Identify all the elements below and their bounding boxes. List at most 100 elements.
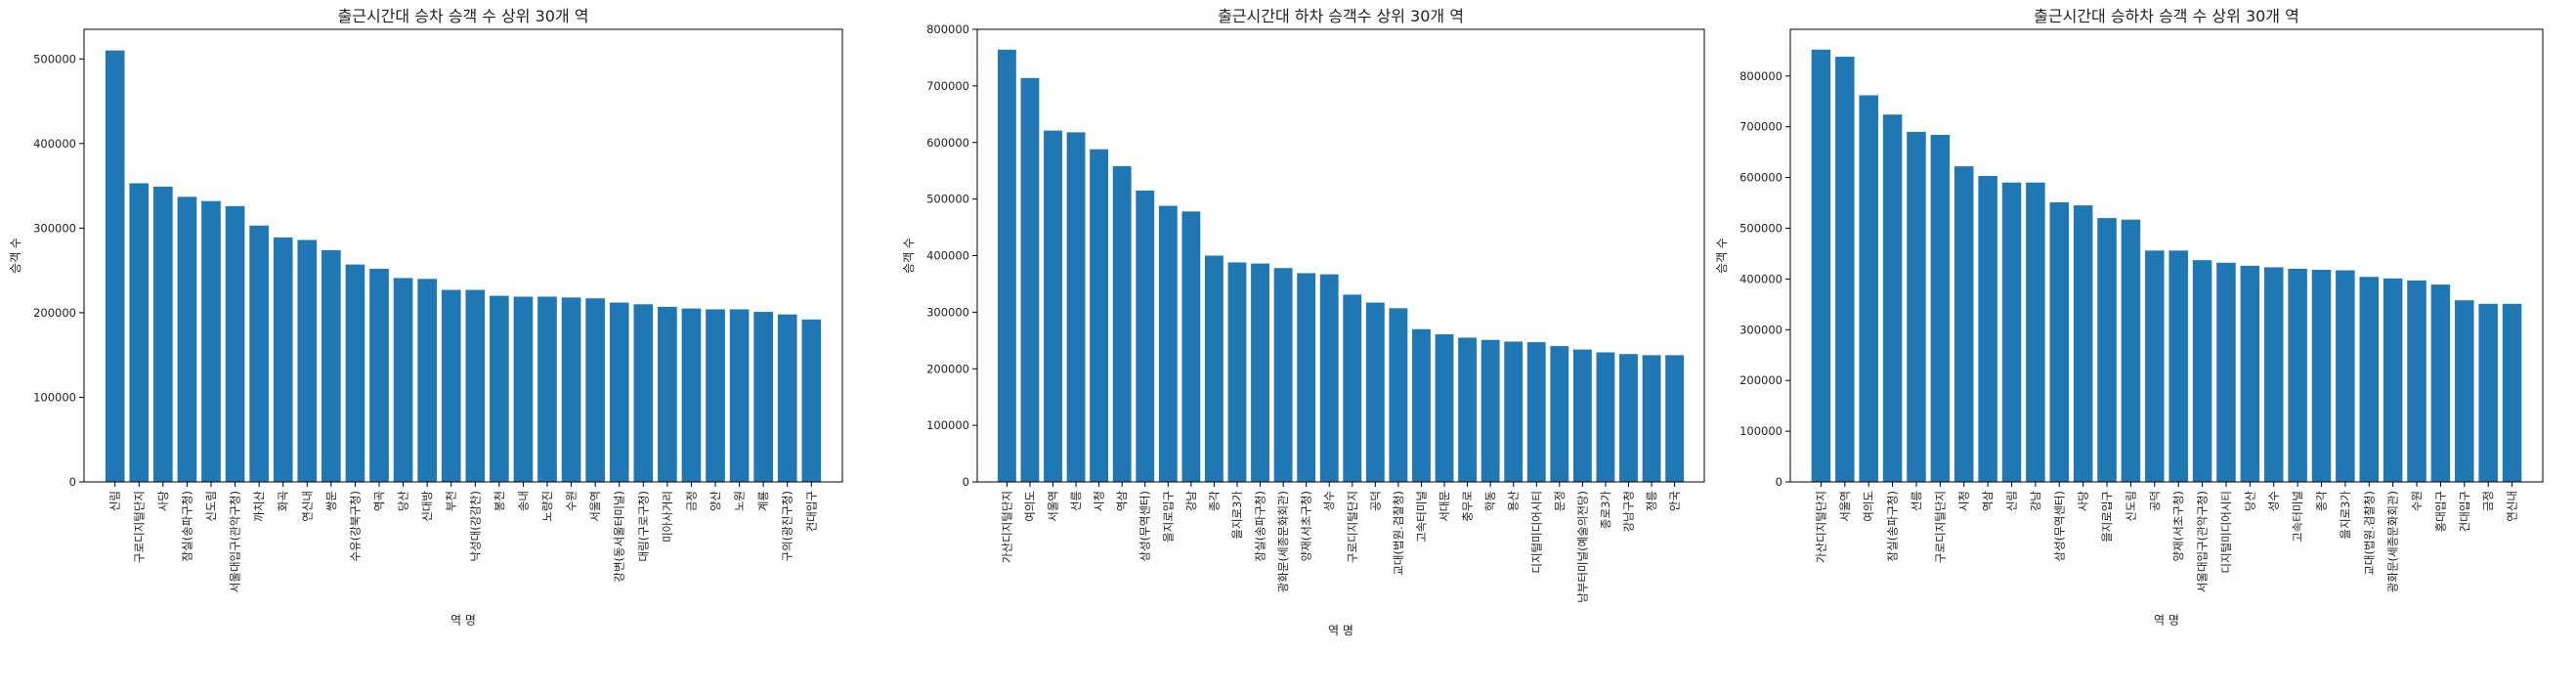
x-tick-label: 정릉 [1645, 491, 1658, 511]
bar [1251, 263, 1269, 482]
bar [1020, 77, 1040, 483]
y-tick-label: 100000 [1739, 424, 1782, 438]
axes-frame [976, 28, 1705, 483]
x-tick-label: 고속터미널 [2291, 491, 2304, 543]
x-tick-label: 신림 [108, 491, 122, 511]
bar [1112, 166, 1132, 482]
x-tick-label: 남부터미널(예술의전당) [1575, 491, 1589, 603]
y-axis-label: 승객 수 [1715, 238, 1729, 274]
bar [1227, 262, 1247, 482]
y-tick-label: 500000 [926, 193, 969, 206]
bar [729, 309, 750, 482]
x-tick-label: 교대(법원.검찰청) [2362, 491, 2376, 576]
bar [753, 312, 773, 482]
x-tick-label: 역삼 [1981, 491, 1995, 512]
x-tick-label: 신대방 [420, 491, 434, 522]
x-tick-label: 당산 [2243, 491, 2256, 512]
y-tick-label: 700000 [1739, 120, 1782, 134]
bar [153, 186, 173, 482]
bar [2049, 201, 2070, 482]
bar [1572, 349, 1592, 482]
x-tick-label: 삼성(무역센터) [1138, 491, 1152, 561]
x-tick-label: 강남 [2029, 491, 2042, 512]
x-axis-label: 역 명 [1328, 624, 1353, 637]
bar [2073, 205, 2093, 483]
bar [2263, 267, 2284, 482]
y-tick-label: 0 [69, 475, 76, 489]
x-tick-label: 미아사거리 [661, 491, 674, 543]
x-tick-label: 수원 [565, 491, 579, 511]
bar [441, 289, 461, 482]
y-tick-label: 600000 [1739, 171, 1782, 185]
bar [2407, 280, 2426, 482]
bar [2192, 260, 2212, 482]
bar [490, 295, 509, 482]
bar [1066, 132, 1086, 482]
bar [2455, 300, 2474, 482]
bar [2216, 262, 2236, 482]
bar [681, 308, 702, 482]
x-tick-label: 광화문(세종문화회관) [2386, 491, 2400, 592]
x-tick-label: 송내 [516, 491, 530, 511]
chart-1: 0 100000 200000 300000 400000 500000 신림 구로디지털단지… [9, 7, 843, 628]
bar [105, 50, 125, 483]
x-tick-label: 수유(강북구청) [348, 491, 362, 561]
x-tick-label: 건대입구 [804, 491, 818, 532]
y-tick-label: 500000 [1739, 221, 1782, 235]
x-tick-label: 용산 [1507, 491, 1521, 512]
bar [1158, 205, 1178, 482]
bar [1596, 352, 1615, 482]
x-tick-label: 강남구청 [1622, 491, 1636, 532]
bar [1389, 308, 1408, 482]
y-tick-label: 200000 [33, 306, 76, 320]
bar [129, 183, 150, 483]
bar [1412, 328, 1431, 482]
x-tick-label: 강변(동서울터미널) [613, 491, 626, 583]
bar [1204, 255, 1224, 482]
x-tick-label: 당산 [397, 491, 410, 512]
x-tick-label: 수원 [2410, 491, 2424, 511]
y-tick-label: 700000 [926, 79, 969, 93]
x-tick-label: 건대입구 [2458, 491, 2471, 532]
x-tick-label: 잠실(송파구청) [180, 491, 193, 561]
bar [393, 278, 413, 482]
bar [1044, 130, 1062, 482]
y-tick-label: 800000 [1739, 69, 1782, 83]
x-tick-label: 종각 [2314, 491, 2328, 512]
bar [1526, 342, 1546, 482]
x-tick-label: 여의도 [1023, 491, 1037, 522]
x-tick-label: 연신내 [300, 491, 314, 522]
bar [225, 205, 245, 482]
bar [561, 297, 581, 482]
bar [1365, 302, 1385, 482]
x-tick-label: 신림 [2005, 491, 2019, 511]
bar [609, 302, 629, 482]
bar [1882, 114, 1903, 483]
x-tick-label: 서울역 [588, 491, 602, 522]
x-tick-label: 종각 [1207, 491, 1221, 512]
x-tick-label: 계룡 [756, 491, 770, 511]
x-tick-label: 금정 [684, 491, 698, 511]
bar [1504, 341, 1524, 482]
x-tick-label: 서울대입구(관악구청) [2196, 491, 2210, 592]
x-tick-label: 안국 [1668, 491, 1682, 511]
bar [2359, 277, 2380, 482]
x-tick-label: 낙성대(강감찬) [468, 491, 482, 561]
x-tick-label: 노원 [733, 491, 747, 511]
bar [1181, 211, 1201, 483]
chart-title: 출근시간대 승차 승객 수 상위 30개 역 [338, 7, 589, 25]
bar [801, 319, 822, 482]
y-tick-label: 800000 [926, 22, 969, 36]
chart-2: 0 100000 200000 300000 400000 500000 600000 700… [902, 7, 1705, 637]
bar [513, 296, 534, 482]
x-tick-label: 가산디지털단지 [1000, 491, 1013, 563]
x-tick-label: 디지털미디어시티 [2219, 491, 2233, 574]
x-tick-label: 사당 [156, 491, 170, 512]
x-tick-label: 광화문(세종문화회관) [1276, 491, 1290, 592]
bar [706, 309, 725, 482]
bar [2097, 218, 2117, 482]
x-tick-label: 양재(서초구청) [1300, 491, 1313, 561]
x-tick-label: 학동 [1483, 491, 1497, 511]
y-tick-label: 200000 [926, 362, 969, 375]
